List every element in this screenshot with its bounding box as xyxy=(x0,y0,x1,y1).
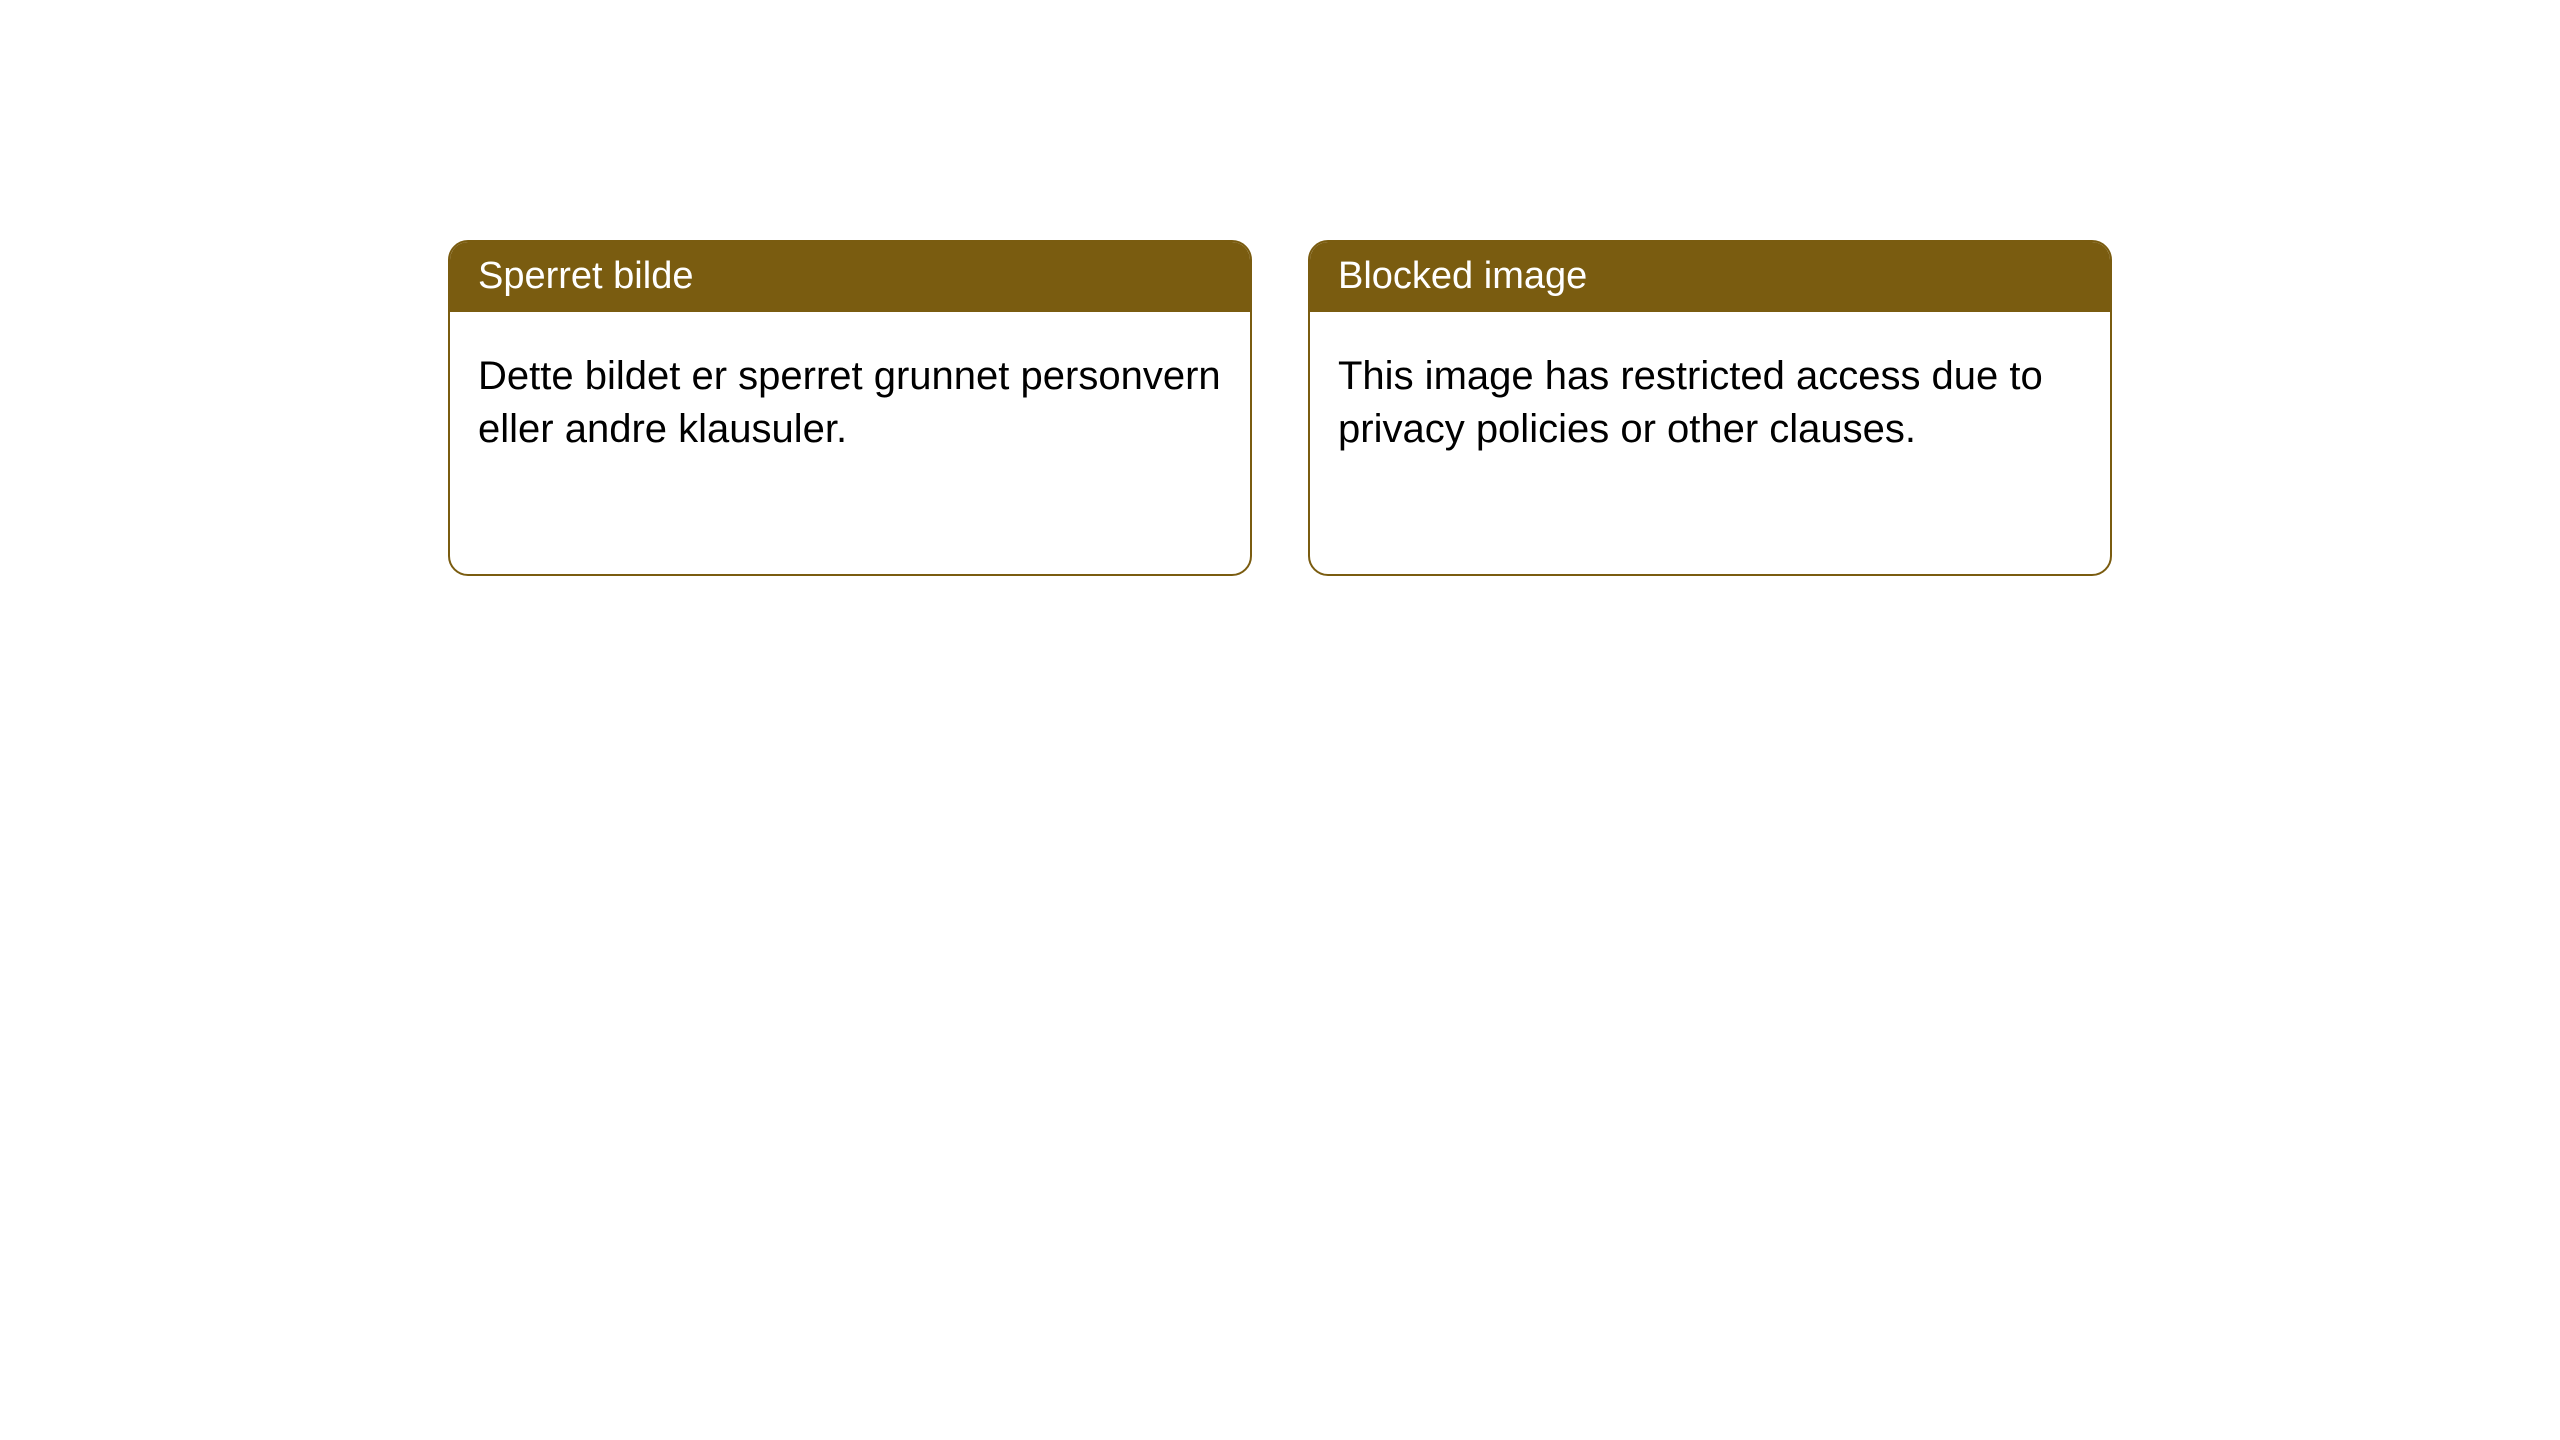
notice-box-norwegian: Sperret bilde Dette bildet er sperret gr… xyxy=(448,240,1252,576)
notice-body-english: This image has restricted access due to … xyxy=(1310,312,2110,494)
notice-container: Sperret bilde Dette bildet er sperret gr… xyxy=(448,240,2560,576)
notice-body-norwegian: Dette bildet er sperret grunnet personve… xyxy=(450,312,1250,494)
notice-box-english: Blocked image This image has restricted … xyxy=(1308,240,2112,576)
notice-header-norwegian: Sperret bilde xyxy=(450,242,1250,312)
notice-header-english: Blocked image xyxy=(1310,242,2110,312)
